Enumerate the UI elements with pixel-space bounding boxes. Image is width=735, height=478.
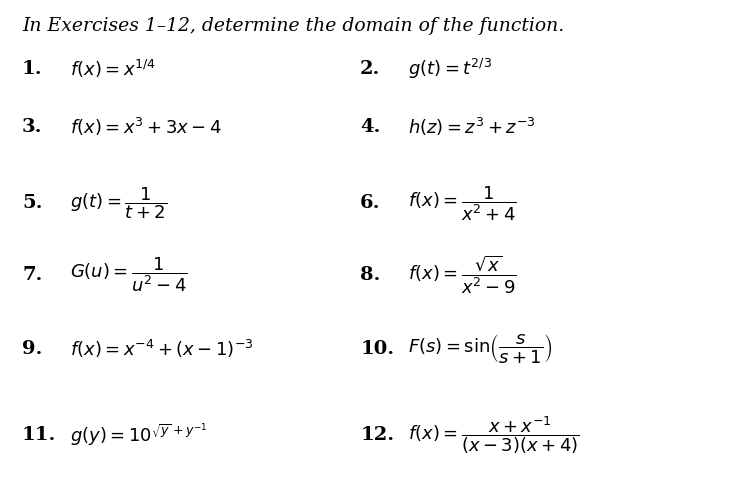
Text: $f(x) = \dfrac{\sqrt{x}}{x^2-9}$: $f(x) = \dfrac{\sqrt{x}}{x^2-9}$	[408, 253, 517, 296]
Text: 5.: 5.	[22, 194, 43, 212]
Text: 3.: 3.	[22, 118, 43, 136]
Text: In Exercises 1–12, determine the domain of the function.: In Exercises 1–12, determine the domain …	[22, 17, 564, 35]
Text: $g(t) = \dfrac{1}{t+2}$: $g(t) = \dfrac{1}{t+2}$	[70, 185, 167, 221]
Text: $G(u) = \dfrac{1}{u^2-4}$: $G(u) = \dfrac{1}{u^2-4}$	[70, 255, 187, 294]
Text: 6.: 6.	[360, 194, 381, 212]
Text: $f(x) = x^{-4} + (x-1)^{-3}$: $f(x) = x^{-4} + (x-1)^{-3}$	[70, 338, 254, 360]
Text: 1.: 1.	[22, 60, 43, 78]
Text: $h(z) = z^3 + z^{-3}$: $h(z) = z^3 + z^{-3}$	[408, 116, 536, 138]
Text: $g(t) = t^{2/3}$: $g(t) = t^{2/3}$	[408, 57, 492, 81]
Text: 4.: 4.	[360, 118, 381, 136]
Text: $f(x) = x^3 + 3x - 4$: $f(x) = x^3 + 3x - 4$	[70, 116, 222, 138]
Text: 8.: 8.	[360, 266, 381, 284]
Text: $f(x) = \dfrac{x+x^{-1}}{(x-3)(x+4)}$: $f(x) = \dfrac{x+x^{-1}}{(x-3)(x+4)}$	[408, 414, 579, 456]
Text: $f(x) = \dfrac{1}{x^2+4}$: $f(x) = \dfrac{1}{x^2+4}$	[408, 184, 517, 223]
Text: $g(y) = 10^{\sqrt{y}+y^{-1}}$: $g(y) = 10^{\sqrt{y}+y^{-1}}$	[70, 421, 207, 449]
Text: $F(s) = \sin\!\left(\dfrac{s}{s+1}\right)$: $F(s) = \sin\!\left(\dfrac{s}{s+1}\right…	[408, 332, 553, 366]
Text: 12.: 12.	[360, 426, 394, 444]
Text: $f(x) = x^{1/4}$: $f(x) = x^{1/4}$	[70, 58, 156, 80]
Text: 7.: 7.	[22, 266, 43, 284]
Text: 10.: 10.	[360, 340, 394, 358]
Text: 2.: 2.	[360, 60, 381, 78]
Text: 11.: 11.	[22, 426, 57, 444]
Text: 9.: 9.	[22, 340, 43, 358]
